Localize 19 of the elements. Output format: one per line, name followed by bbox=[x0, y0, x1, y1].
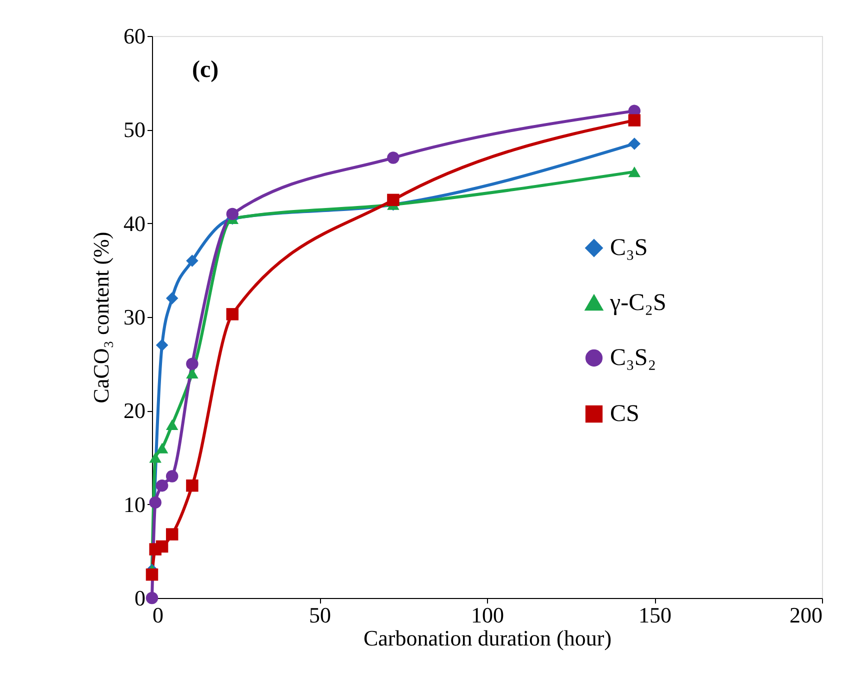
x-axis-title: Carbonation duration (hour) bbox=[363, 626, 612, 650]
y-tick-label: 60 bbox=[124, 24, 146, 48]
x-tick-label: 150 bbox=[638, 602, 672, 628]
legend-label: C₃S₂ bbox=[610, 345, 656, 371]
y-tick-label: 40 bbox=[124, 210, 146, 236]
x-tick-label: 50 bbox=[309, 602, 331, 628]
x-tick-label: 0 bbox=[152, 602, 164, 628]
y-tick-label: 0 bbox=[134, 586, 146, 610]
y-tick-label: 30 bbox=[124, 304, 146, 330]
annotation: (c) bbox=[192, 57, 219, 83]
legend-label: C₃S bbox=[610, 235, 648, 261]
x-tick-label: 200 bbox=[790, 602, 822, 628]
y-tick-label: 10 bbox=[124, 492, 146, 517]
x-tick-label: 100 bbox=[471, 602, 504, 628]
y-tick-label: 50 bbox=[124, 117, 146, 142]
legend-label: γ-C₂S bbox=[609, 290, 666, 316]
y-tick-label: 20 bbox=[124, 398, 146, 424]
legend-label: CS bbox=[610, 401, 640, 427]
y-axis-title: CaCO₃ content (%) bbox=[88, 232, 114, 404]
